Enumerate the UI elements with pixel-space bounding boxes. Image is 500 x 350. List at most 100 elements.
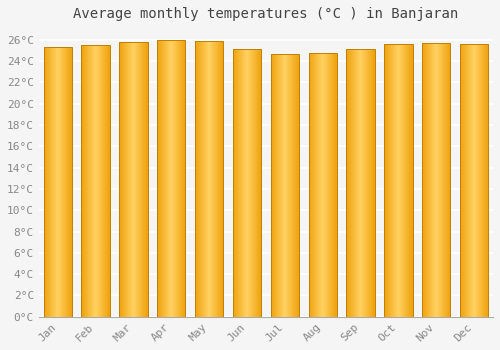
Bar: [275, 54, 276, 317]
Bar: [482, 44, 484, 317]
Bar: [44, 47, 45, 317]
Bar: [288, 54, 289, 317]
Bar: [407, 44, 408, 317]
Bar: [479, 44, 480, 317]
Bar: [432, 43, 434, 317]
Bar: [128, 42, 129, 317]
Bar: [464, 44, 465, 317]
Bar: [105, 45, 106, 317]
Bar: [157, 40, 186, 317]
Bar: [96, 45, 97, 317]
Bar: [52, 47, 53, 317]
Bar: [179, 40, 180, 317]
Bar: [166, 40, 167, 317]
Bar: [90, 45, 92, 317]
Bar: [280, 54, 281, 317]
Bar: [249, 49, 250, 317]
Bar: [442, 43, 444, 317]
Bar: [59, 47, 60, 317]
Bar: [55, 47, 56, 317]
Bar: [424, 43, 425, 317]
Bar: [294, 54, 295, 317]
Bar: [328, 52, 329, 317]
Bar: [102, 45, 104, 317]
Bar: [350, 49, 352, 317]
Bar: [346, 49, 347, 317]
Bar: [208, 41, 209, 317]
Bar: [346, 49, 375, 317]
Bar: [235, 49, 236, 317]
Bar: [325, 52, 326, 317]
Bar: [214, 41, 215, 317]
Bar: [140, 42, 141, 317]
Bar: [480, 44, 481, 317]
Bar: [330, 52, 331, 317]
Bar: [423, 43, 424, 317]
Bar: [357, 49, 358, 317]
Bar: [284, 54, 285, 317]
Bar: [336, 52, 337, 317]
Bar: [245, 49, 246, 317]
Bar: [396, 44, 397, 317]
Bar: [254, 49, 255, 317]
Bar: [248, 49, 249, 317]
Bar: [87, 45, 88, 317]
Bar: [465, 44, 466, 317]
Bar: [313, 52, 314, 317]
Bar: [210, 41, 212, 317]
Bar: [175, 40, 176, 317]
Bar: [164, 40, 165, 317]
Bar: [291, 54, 292, 317]
Bar: [367, 49, 368, 317]
Bar: [170, 40, 172, 317]
Bar: [430, 43, 432, 317]
Bar: [476, 44, 477, 317]
Bar: [45, 47, 46, 317]
Bar: [196, 41, 197, 317]
Bar: [474, 44, 475, 317]
Bar: [371, 49, 372, 317]
Bar: [395, 44, 396, 317]
Bar: [447, 43, 448, 317]
Bar: [246, 49, 247, 317]
Bar: [276, 54, 277, 317]
Bar: [138, 42, 139, 317]
Bar: [217, 41, 218, 317]
Bar: [132, 42, 134, 317]
Bar: [119, 42, 120, 317]
Bar: [219, 41, 220, 317]
Bar: [296, 54, 297, 317]
Bar: [478, 44, 479, 317]
Bar: [176, 40, 177, 317]
Bar: [145, 42, 146, 317]
Bar: [221, 41, 222, 317]
Bar: [285, 54, 286, 317]
Bar: [67, 47, 68, 317]
Bar: [359, 49, 360, 317]
Bar: [215, 41, 216, 317]
Bar: [368, 49, 369, 317]
Bar: [329, 52, 330, 317]
Bar: [436, 43, 437, 317]
Bar: [462, 44, 463, 317]
Bar: [347, 49, 348, 317]
Bar: [83, 45, 84, 317]
Bar: [159, 40, 160, 317]
Bar: [44, 47, 72, 317]
Bar: [320, 52, 322, 317]
Bar: [438, 43, 439, 317]
Bar: [172, 40, 174, 317]
Bar: [358, 49, 359, 317]
Bar: [278, 54, 279, 317]
Bar: [310, 52, 312, 317]
Bar: [199, 41, 200, 317]
Bar: [139, 42, 140, 317]
Bar: [168, 40, 169, 317]
Bar: [56, 47, 57, 317]
Bar: [197, 41, 198, 317]
Bar: [242, 49, 244, 317]
Bar: [147, 42, 148, 317]
Bar: [62, 47, 64, 317]
Bar: [129, 42, 130, 317]
Bar: [198, 41, 199, 317]
